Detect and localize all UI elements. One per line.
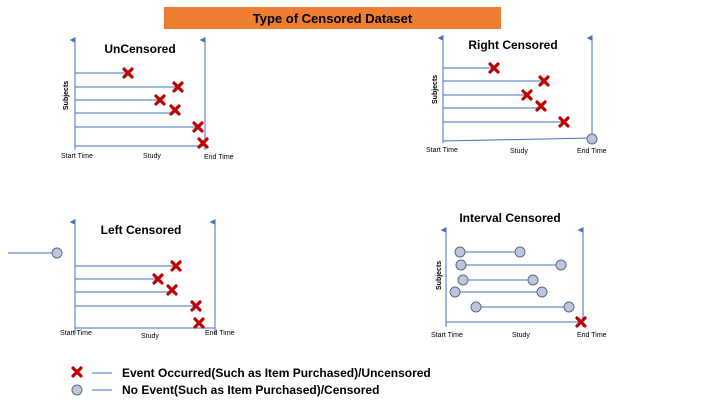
right-censored-title: Right Censored <box>468 38 558 52</box>
event-x-icon <box>193 317 205 329</box>
study-label: Study <box>512 332 530 339</box>
interval-censored-title: Interval Censored <box>459 211 561 225</box>
legend-x-icon <box>71 366 83 378</box>
end-time-label: End Time <box>577 332 607 339</box>
legend-no-event-label: No Event(Such as Item Purchased)/Censore… <box>122 383 380 397</box>
start-time-label: Start Time <box>426 147 458 154</box>
end-time-label: End Time <box>204 154 234 161</box>
censored-circle-icon <box>555 259 567 271</box>
censored-circle-icon <box>527 274 539 286</box>
censored-circle-icon <box>470 301 482 313</box>
censored-circle-icon <box>536 286 548 298</box>
left-censored-panel <box>8 219 216 334</box>
legend-symbols <box>71 366 112 396</box>
study-label: Study <box>510 148 528 155</box>
censored-circle-icon <box>514 246 526 258</box>
left-censored-title: Left Censored <box>100 223 182 237</box>
end-time-label: End Time <box>577 148 607 155</box>
subjects-label: Subjects <box>432 74 439 104</box>
page-title: Type of Censored Dataset <box>164 7 501 29</box>
event-x-icon <box>166 284 178 296</box>
baseline <box>442 137 593 142</box>
censored-circle-icon <box>457 274 469 286</box>
event-x-icon <box>535 100 547 112</box>
study-label: Study <box>143 153 161 160</box>
start-time-label: Start Time <box>60 330 92 337</box>
subjects-label: Subjects <box>436 260 443 290</box>
start-time-label: Start Time <box>431 332 463 339</box>
end-time-label: End Time <box>205 330 235 337</box>
censored-circle-icon <box>454 246 466 258</box>
uncensored-title: UnCensored <box>104 42 176 56</box>
censored-circle-icon <box>449 286 461 298</box>
censored-circle-icon <box>455 259 467 271</box>
legend-event-label: Event Occurred(Such as Item Purchased)/U… <box>122 366 431 380</box>
right-censored-panel <box>437 35 598 145</box>
censored-circle-icon <box>563 301 575 313</box>
legend-circle-icon <box>71 384 83 396</box>
study-label: Study <box>141 333 159 340</box>
censored-circle-icon <box>586 133 598 145</box>
interval-censored-panel <box>440 227 587 328</box>
start-time-label: Start Time <box>61 153 93 160</box>
censored-circle-icon <box>51 247 63 259</box>
subjects-label: Subjects <box>63 80 70 110</box>
uncensored-panel <box>69 37 209 150</box>
